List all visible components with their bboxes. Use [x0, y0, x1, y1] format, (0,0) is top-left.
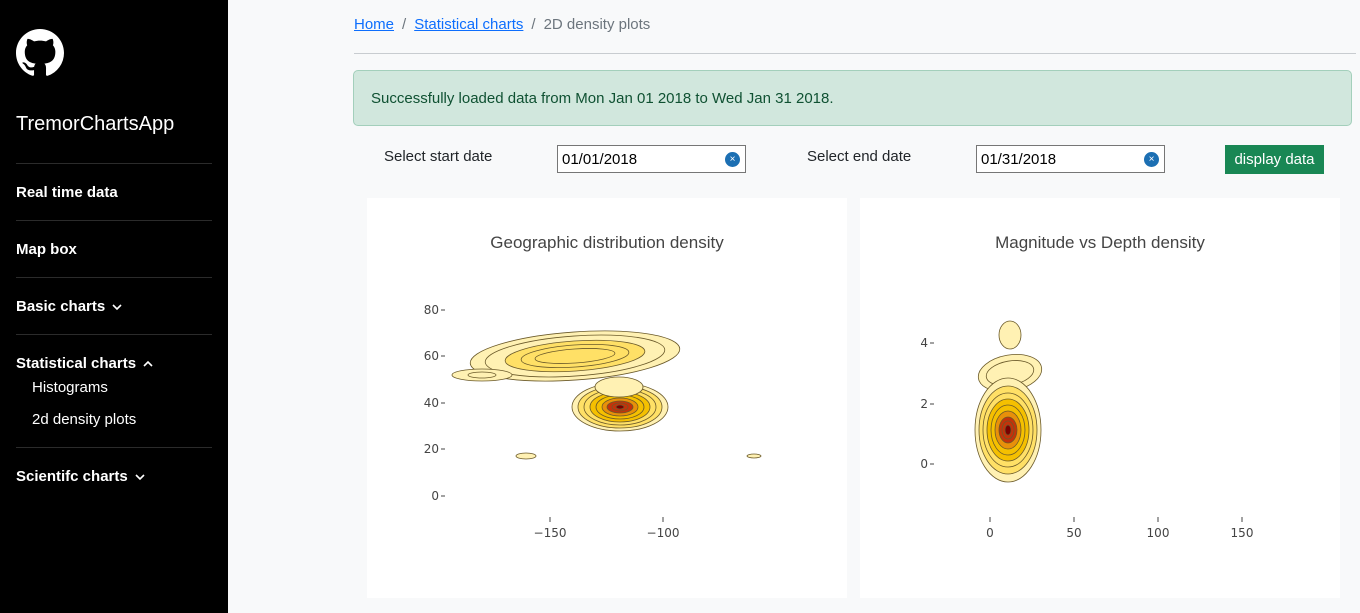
alert-text: Successfully loaded data from Mon Jan 01… [371, 90, 834, 107]
x-tick-label: 50 [1066, 526, 1081, 540]
chart-title: Geographic distribution density [490, 233, 724, 252]
clear-start-date-icon[interactable]: × [725, 152, 740, 167]
display-data-button[interactable]: display data [1225, 145, 1324, 174]
chevron-down-icon [112, 303, 122, 310]
geo-density-panel: Geographic distribution density 0 20 40 60 8… [367, 198, 847, 598]
breadcrumb-divider [354, 53, 1356, 54]
nav-label: Scientifc charts [16, 468, 128, 485]
nav-label: Basic charts [16, 298, 106, 315]
x-tick-label: 0 [986, 526, 994, 540]
nav-label: Statistical charts [16, 355, 137, 372]
nav-divider [16, 334, 212, 335]
end-date-label: Select end date [807, 148, 912, 165]
sidebar: TremorChartsApp Real time data Map box B… [0, 0, 228, 613]
start-date-input[interactable]: 01/01/2018 × [557, 145, 746, 173]
x-tick-label: 100 [1147, 526, 1170, 540]
end-date-input[interactable]: 01/31/2018 × [976, 145, 1165, 173]
chevron-down-icon [135, 473, 145, 480]
density-contour [594, 376, 644, 398]
density-contour [615, 404, 625, 410]
x-tick-label: −150 [534, 526, 567, 540]
x-tick-label: −100 [647, 526, 680, 540]
nav-label: Map box [16, 241, 77, 258]
breadcrumb-separator: / [531, 16, 536, 33]
app-brand[interactable]: TremorChartsApp [16, 113, 175, 135]
nav-basic-charts[interactable]: Basic charts [16, 298, 123, 315]
breadcrumb-home-link[interactable]: Home [354, 16, 395, 33]
y-tick-label: 20 [424, 442, 439, 456]
nav-divider [16, 447, 212, 448]
density-contour [746, 453, 762, 459]
nav-divider [16, 220, 212, 221]
y-tick-label: 80 [424, 303, 439, 317]
density-cluster [974, 377, 1042, 483]
density-cluster [594, 376, 644, 398]
y-tick-label: 40 [424, 396, 439, 410]
density-contour [515, 452, 537, 460]
density-contour [1004, 424, 1012, 436]
nav-map-box[interactable]: Map box [16, 241, 77, 258]
density-contour [998, 320, 1022, 350]
nav-sub-histograms[interactable]: Histograms [32, 379, 108, 396]
breadcrumb-current: 2D density plots [543, 16, 651, 33]
nav-real-time-data[interactable]: Real time data [16, 184, 118, 201]
nav-divider [16, 277, 212, 278]
nav-statistical-charts[interactable]: Statistical charts [16, 355, 154, 372]
breadcrumb-statistical-link[interactable]: Statistical charts [414, 16, 524, 33]
breadcrumb: Home / Statistical charts / 2D density p… [354, 16, 650, 33]
chevron-up-icon [143, 360, 153, 367]
density-cluster [998, 320, 1022, 350]
x-tick-label: 150 [1231, 526, 1254, 540]
chart-title: Magnitude vs Depth density [995, 233, 1205, 252]
density-cluster [746, 453, 762, 459]
y-tick-label: 0 [920, 457, 928, 471]
end-date-value: 01/31/2018 [981, 151, 1057, 168]
y-tick-label: 60 [424, 349, 439, 363]
density-cluster [451, 368, 513, 382]
breadcrumb-separator: / [402, 16, 407, 33]
density-cluster [515, 452, 537, 460]
clear-end-date-icon[interactable]: × [1144, 152, 1159, 167]
nav-scientific-charts[interactable]: Scientifc charts [16, 468, 146, 485]
start-date-label: Select start date [384, 148, 493, 165]
start-date-value: 01/01/2018 [562, 151, 638, 168]
geo-density-plot[interactable]: 0 20 40 60 80 −150 −100 [367, 198, 847, 598]
y-tick-label: 2 [920, 397, 928, 411]
density-cluster [469, 330, 681, 382]
github-icon[interactable] [16, 29, 64, 77]
nav-sub-2d-density-plots[interactable]: 2d density plots [32, 411, 137, 428]
nav-divider [16, 163, 212, 164]
density-cluster [571, 382, 669, 432]
mag-depth-density-panel: Magnitude vs Depth density 0 2 4 0 50 100 150 [860, 198, 1340, 598]
density-contour [534, 348, 616, 364]
y-tick-label: 0 [431, 489, 439, 503]
y-tick-label: 4 [920, 336, 928, 350]
success-alert: Successfully loaded data from Mon Jan 01… [353, 70, 1352, 126]
nav-label: Real time data [16, 184, 118, 201]
mag-depth-density-plot[interactable]: 0 2 4 0 50 100 150 [860, 198, 1340, 598]
density-contour [467, 371, 497, 379]
